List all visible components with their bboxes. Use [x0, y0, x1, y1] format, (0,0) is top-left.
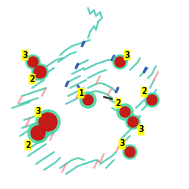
Text: 1: 1 — [78, 88, 84, 98]
Circle shape — [147, 95, 157, 105]
Text: 3: 3 — [35, 108, 41, 116]
Circle shape — [31, 126, 45, 140]
Text: 3: 3 — [22, 50, 28, 60]
Circle shape — [120, 107, 130, 117]
Circle shape — [115, 57, 125, 67]
Circle shape — [39, 113, 57, 131]
Circle shape — [28, 123, 48, 143]
Text: 2: 2 — [115, 98, 121, 108]
Circle shape — [123, 145, 137, 159]
Text: 2: 2 — [25, 140, 31, 149]
Circle shape — [113, 55, 127, 69]
Circle shape — [36, 110, 60, 134]
Circle shape — [145, 93, 159, 107]
Circle shape — [128, 117, 138, 127]
Circle shape — [125, 147, 135, 157]
Circle shape — [117, 104, 133, 120]
Circle shape — [126, 115, 140, 129]
Text: 3: 3 — [119, 139, 125, 149]
Text: 2: 2 — [141, 88, 147, 97]
Text: 3: 3 — [124, 50, 130, 60]
Circle shape — [32, 64, 48, 80]
Circle shape — [80, 92, 96, 108]
Text: 2: 2 — [29, 74, 35, 84]
Circle shape — [26, 55, 40, 69]
Circle shape — [28, 57, 38, 67]
Circle shape — [34, 66, 46, 78]
Circle shape — [83, 95, 93, 105]
Text: 3: 3 — [138, 125, 144, 135]
